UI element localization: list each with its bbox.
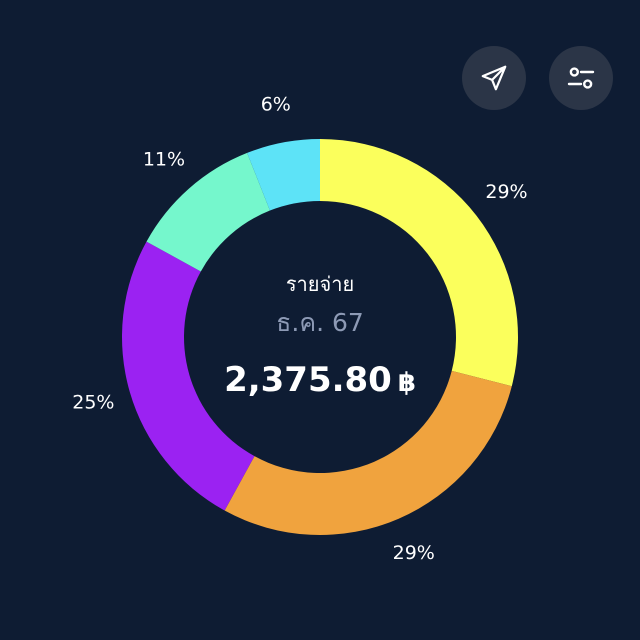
donut-slice-3[interactable] xyxy=(121,241,255,511)
donut-slice-5[interactable] xyxy=(247,139,320,211)
donut-slice-1[interactable] xyxy=(320,139,518,387)
send-icon xyxy=(481,65,507,91)
filter-button[interactable] xyxy=(549,46,613,110)
slice-percent-label-3: 25% xyxy=(72,391,114,413)
share-button[interactable] xyxy=(462,46,526,110)
slice-percent-label-5: 6% xyxy=(261,94,291,116)
filter-toggle-icon xyxy=(567,67,595,89)
donut-slice-2[interactable] xyxy=(224,370,512,536)
slice-percent-label-2: 29% xyxy=(393,542,435,564)
chart-center-amount: 2,375.80 ฿ xyxy=(0,360,640,400)
slice-percent-label-1: 29% xyxy=(485,181,527,203)
chart-center-period: ธ.ค. 67 xyxy=(276,308,364,337)
chart-center-title: รายจ่าย xyxy=(285,272,355,296)
currency-symbol: ฿ xyxy=(397,368,416,398)
slice-percent-label-4: 11% xyxy=(143,148,185,170)
total-amount: 2,375.80 xyxy=(224,360,392,400)
donut-slice-4[interactable] xyxy=(146,152,270,272)
